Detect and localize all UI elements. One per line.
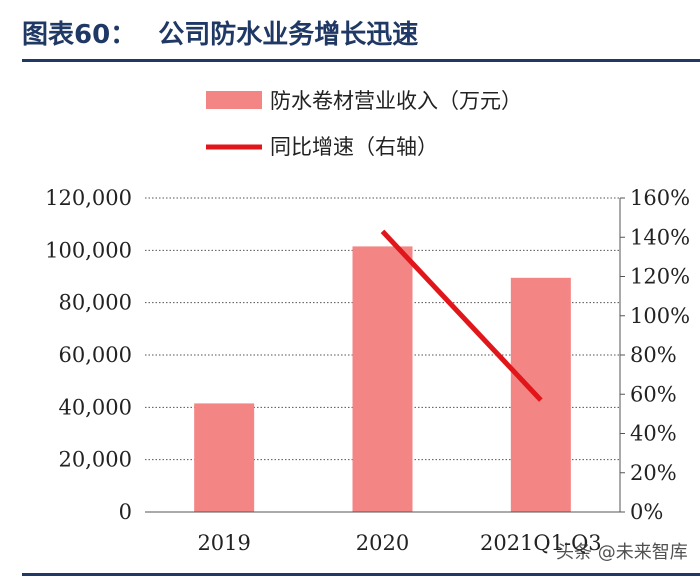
bar-2019 bbox=[194, 403, 255, 512]
right-tick-label: 160% bbox=[630, 186, 690, 210]
x-tick-label: 2021Q1-Q3 bbox=[480, 531, 602, 555]
x-axis-labels: 2019 2020 2021Q1-Q3 bbox=[197, 531, 601, 555]
bar-series bbox=[194, 246, 571, 513]
bar-2020 bbox=[352, 246, 413, 513]
left-tick-label: 40,000 bbox=[59, 395, 132, 419]
x-tick-label: 2019 bbox=[197, 531, 250, 555]
right-axis-labels: 0% 20% 40% 60% 80% 100% 120% 140% 160% bbox=[630, 186, 690, 524]
x-tick-label: 2020 bbox=[356, 531, 409, 555]
right-tick-label: 120% bbox=[630, 265, 690, 289]
legend-line-label: 同比增速（右轴） bbox=[270, 135, 438, 159]
left-axis-labels: 0 20,000 40,000 60,000 80,000 100,000 120,000 bbox=[45, 186, 132, 524]
left-tick-label: 20,000 bbox=[59, 448, 132, 472]
right-tick-label: 0% bbox=[630, 500, 663, 524]
bar-2021q1-q3 bbox=[510, 277, 571, 512]
axes bbox=[145, 197, 625, 513]
left-tick-label: 0 bbox=[119, 500, 132, 524]
right-tick-label: 60% bbox=[630, 382, 677, 406]
right-tick-label: 20% bbox=[630, 461, 677, 485]
figure-title-text: 公司防水业务增长迅速 bbox=[158, 20, 419, 50]
legend: 防水卷材营业收入（万元） 同比增速（右轴） bbox=[206, 89, 522, 159]
left-tick-label: 60,000 bbox=[59, 343, 132, 367]
right-tick-label: 100% bbox=[630, 304, 690, 328]
line-series bbox=[380, 229, 543, 402]
bottom-rule bbox=[22, 573, 700, 576]
figure-title: 图表60： 公司防水业务增长迅速 bbox=[22, 14, 418, 51]
left-tick-label: 80,000 bbox=[59, 291, 132, 315]
left-tick-label: 100,000 bbox=[45, 238, 132, 262]
growth-line-segment bbox=[380, 229, 543, 402]
legend-bar-label: 防水卷材营业收入（万元） bbox=[270, 89, 522, 113]
right-tick-label: 80% bbox=[630, 343, 677, 367]
left-tick-label: 120,000 bbox=[45, 186, 132, 210]
top-rule bbox=[22, 59, 700, 62]
watermark: 头条 @未来智库 bbox=[556, 542, 688, 563]
legend-bar-swatch bbox=[206, 91, 262, 109]
right-tick-label: 140% bbox=[630, 225, 690, 249]
right-tick-label: 40% bbox=[630, 422, 677, 446]
figure-label: 图表60： bbox=[22, 20, 137, 50]
